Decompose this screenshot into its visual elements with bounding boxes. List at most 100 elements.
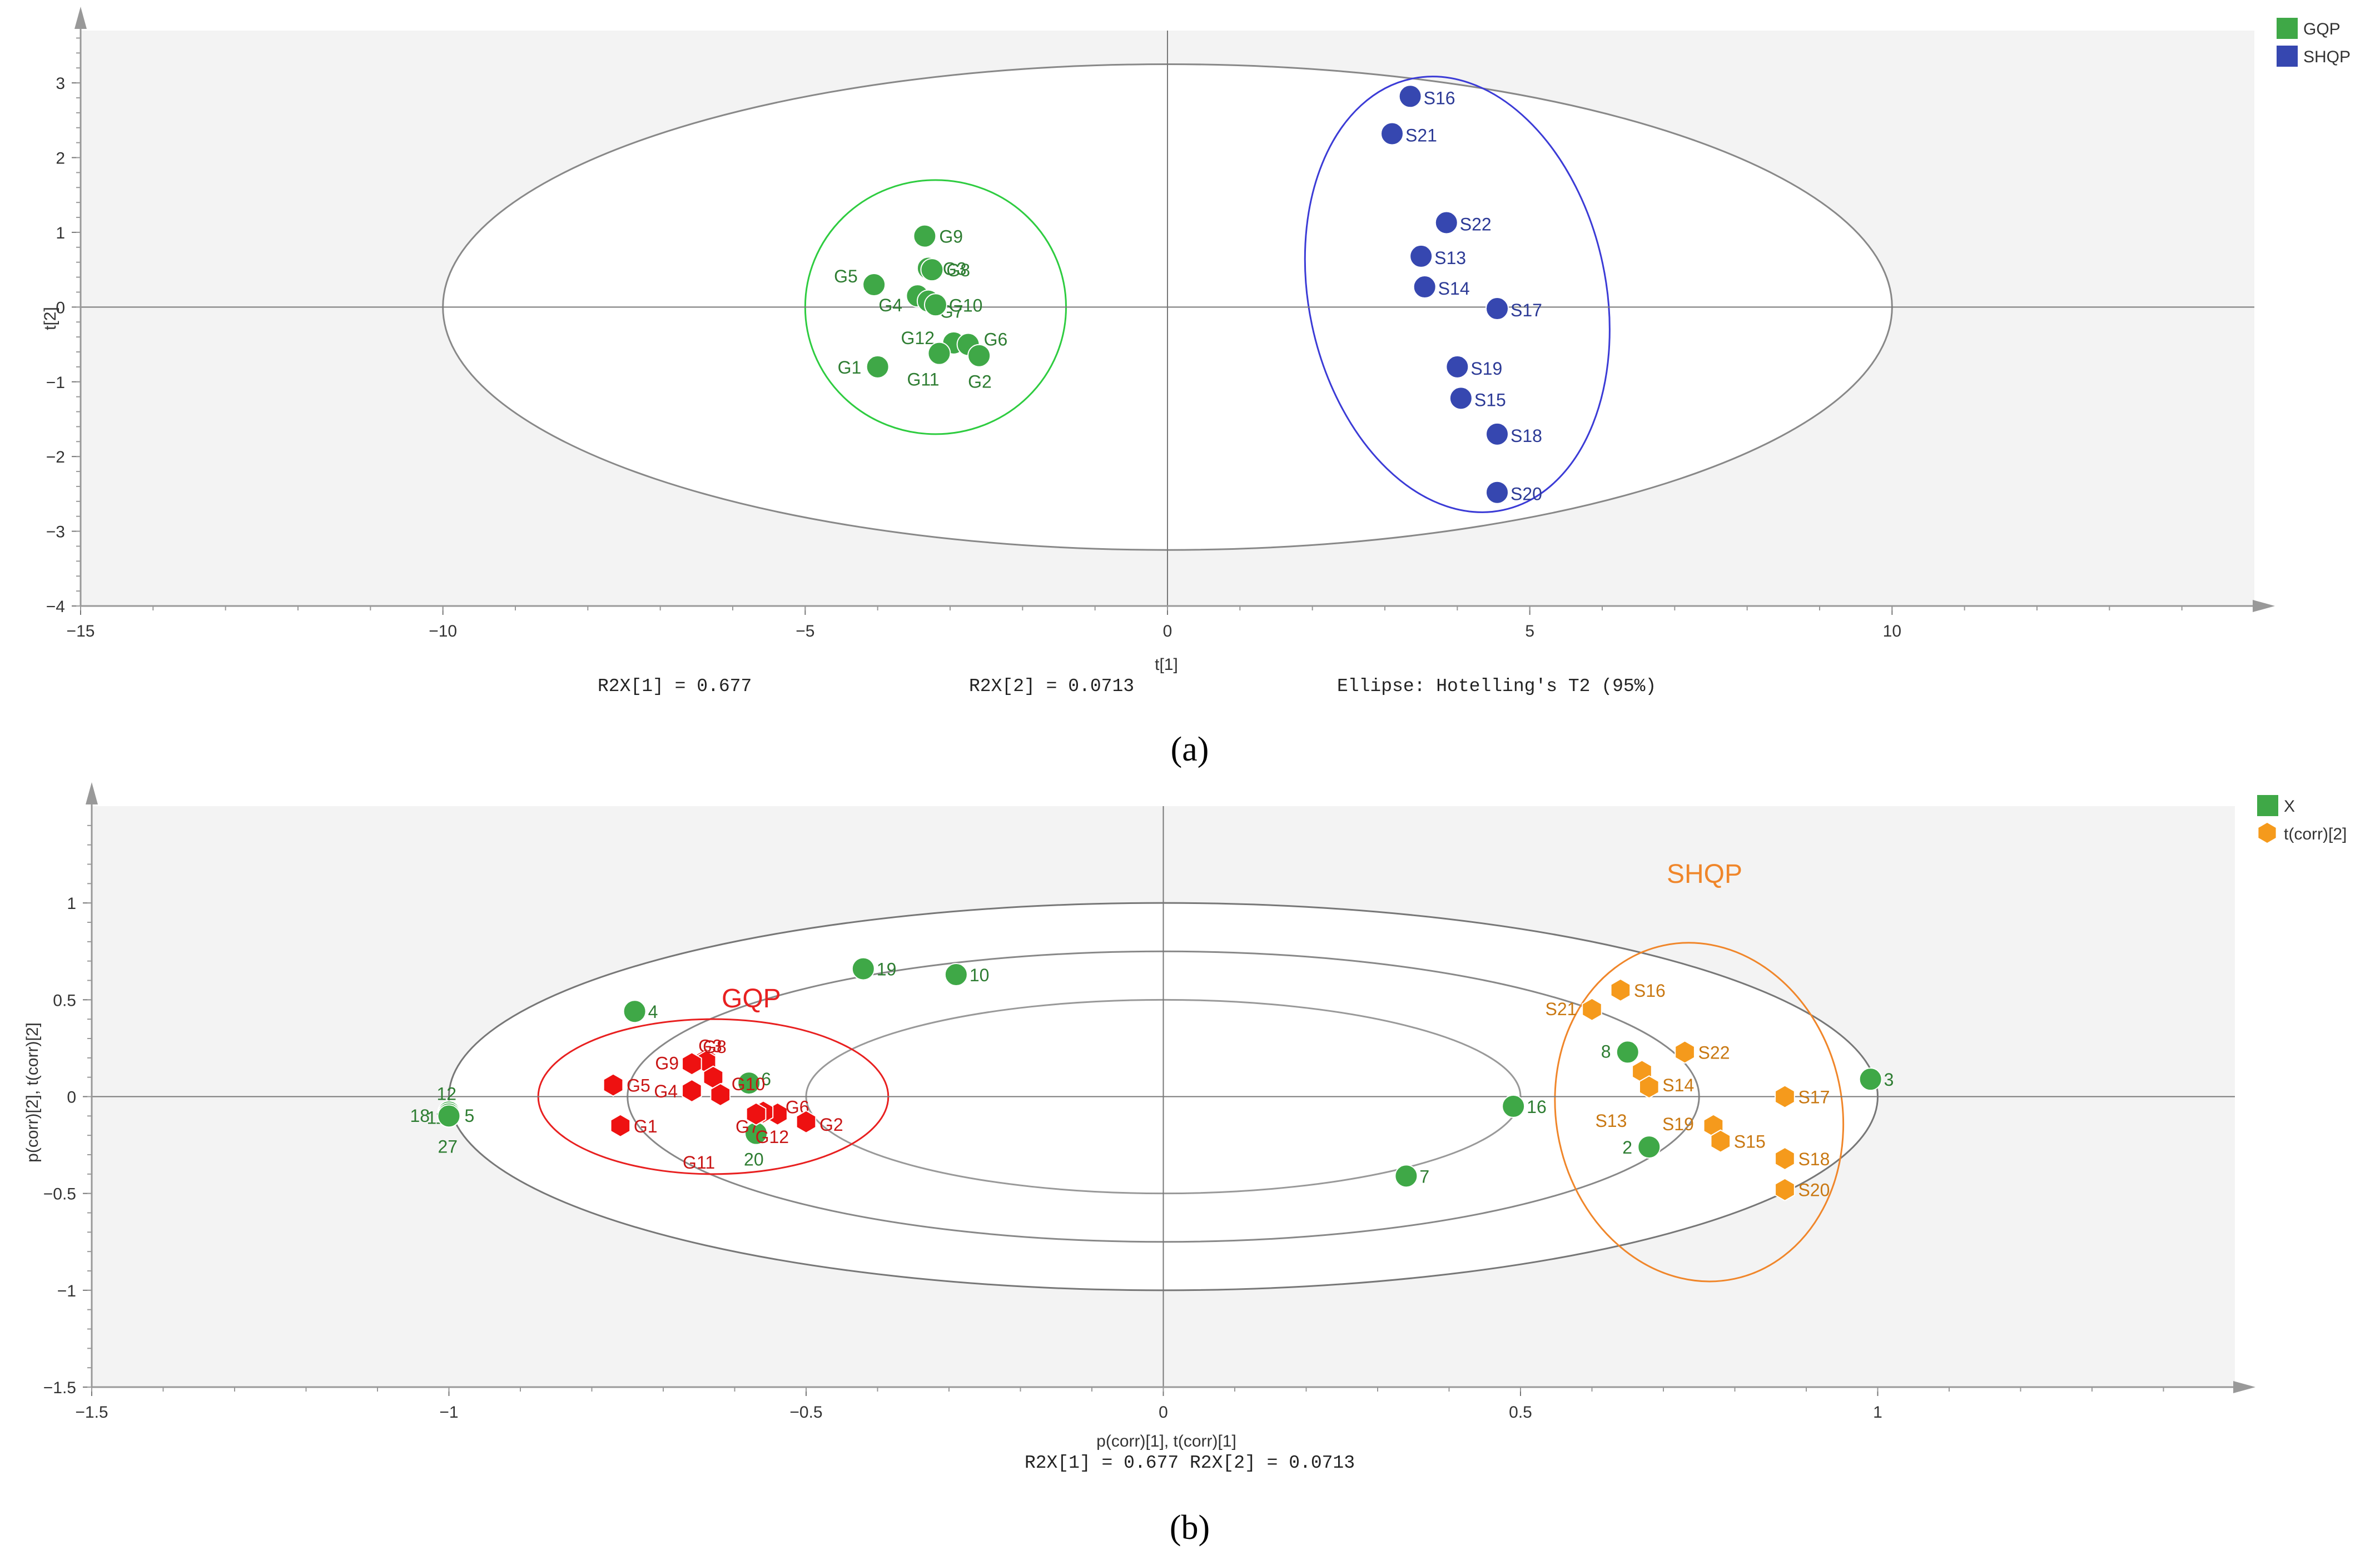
point-label-G12: G12 bbox=[901, 328, 935, 348]
x-tick-label: 0 bbox=[1163, 622, 1172, 640]
data-point-G2 bbox=[796, 1110, 817, 1134]
point-label-12: 12 bbox=[437, 1084, 457, 1104]
x-tick-label: 0 bbox=[1159, 1403, 1168, 1422]
data-point-G4 bbox=[682, 1079, 702, 1103]
point-label-S18: S18 bbox=[1798, 1149, 1830, 1169]
point-label-S19: S19 bbox=[1470, 359, 1502, 379]
point-label-G2: G2 bbox=[819, 1115, 843, 1135]
point-label-S13: S13 bbox=[1595, 1111, 1627, 1131]
legend-marker-SHQP bbox=[2277, 46, 2298, 67]
x-axis-arrow-icon bbox=[2253, 600, 2275, 612]
point-label-G1: G1 bbox=[634, 1116, 658, 1136]
point-label-S21: S21 bbox=[1546, 999, 1577, 1019]
point-label-S20: S20 bbox=[1798, 1180, 1830, 1200]
panel-caption-a: (a) bbox=[1171, 731, 1209, 768]
point-label-S21: S21 bbox=[1405, 125, 1437, 145]
y-tick-label: −4 bbox=[46, 598, 65, 616]
y-axis-title: p(corr)[2], t(corr)[2] bbox=[23, 1022, 42, 1162]
y-tick-label: −2 bbox=[46, 448, 65, 466]
point-label-G6: G6 bbox=[984, 330, 1008, 350]
legend-label-GQP: GQP bbox=[2303, 20, 2341, 38]
point-label-G2: G2 bbox=[968, 372, 992, 392]
point-label-G9: G9 bbox=[655, 1053, 679, 1073]
data-point-S15 bbox=[1449, 386, 1473, 410]
y-axis-arrow-icon bbox=[86, 782, 98, 804]
data-point-S16 bbox=[1398, 85, 1422, 108]
legend-label-X: X bbox=[2284, 797, 2295, 816]
x-tick-label: 10 bbox=[1883, 622, 1901, 640]
ellipse-shqp-group bbox=[1554, 942, 1845, 1283]
data-point-G9 bbox=[913, 224, 937, 248]
data-point-S21 bbox=[1380, 122, 1404, 146]
point-label-G4: G4 bbox=[878, 295, 902, 315]
legend-marker-t(corr)[2] bbox=[2258, 823, 2276, 843]
y-tick-label: 0 bbox=[56, 299, 65, 317]
x-tick-label: −0.5 bbox=[789, 1403, 822, 1422]
data-point-S17 bbox=[1485, 297, 1509, 321]
point-label-G3: G3 bbox=[943, 259, 967, 279]
footer-ellipse: Ellipse: Hotelling's T2 (95%) bbox=[1337, 676, 1656, 697]
point-label-16: 16 bbox=[1527, 1097, 1547, 1117]
data-point-G11 bbox=[927, 341, 951, 365]
point-label-G8: G8 bbox=[946, 260, 970, 280]
y-tick-label: −1 bbox=[57, 1282, 76, 1300]
data-point-G10 bbox=[923, 293, 947, 317]
data-point-G8 bbox=[920, 258, 944, 282]
point-label-S22: S22 bbox=[1460, 214, 1492, 234]
x-tick-label: −10 bbox=[429, 622, 457, 640]
data-point-G1 bbox=[610, 1114, 631, 1137]
y-tick-label: −1 bbox=[46, 374, 65, 392]
data-point-G9 bbox=[682, 1052, 702, 1076]
data-point-G10 bbox=[710, 1082, 731, 1107]
x-tick-label: −5 bbox=[796, 622, 814, 640]
data-point-4 bbox=[623, 1000, 647, 1024]
data-point-S22 bbox=[1434, 211, 1458, 235]
data-point-G1 bbox=[866, 355, 890, 379]
point-label-S22: S22 bbox=[1698, 1042, 1730, 1062]
y-tick-label: −0.5 bbox=[43, 1185, 76, 1204]
point-label-10: 10 bbox=[970, 965, 990, 985]
point-label-S14: S14 bbox=[1662, 1075, 1694, 1095]
point-label-5: 5 bbox=[465, 1106, 475, 1126]
point-label-S16: S16 bbox=[1424, 88, 1455, 108]
data-point-S17 bbox=[1775, 1085, 1795, 1109]
data-point-16 bbox=[1502, 1094, 1526, 1118]
x-tick-label: 5 bbox=[1525, 622, 1534, 640]
point-label-G10: G10 bbox=[949, 295, 982, 315]
point-label-S17: S17 bbox=[1798, 1087, 1830, 1107]
x-tick-label: 0.5 bbox=[1509, 1403, 1532, 1422]
footer-r2x: R2X[1] = 0.677 R2X[2] = 0.0713 bbox=[1025, 1453, 1355, 1473]
point-label-S20: S20 bbox=[1511, 484, 1542, 504]
legend-marker-GQP bbox=[2277, 18, 2298, 39]
y-tick-label: 0 bbox=[67, 1089, 76, 1107]
data-point-3 bbox=[1859, 1067, 1882, 1091]
point-label-3: 3 bbox=[1884, 1070, 1894, 1090]
ellipse-shqp-group bbox=[1304, 76, 1611, 513]
data-point-G5 bbox=[603, 1073, 624, 1097]
point-label-4: 4 bbox=[648, 1002, 658, 1022]
footer-r2x1: R2X[1] = 0.677 bbox=[598, 676, 752, 697]
y-tick-label: −3 bbox=[46, 523, 65, 541]
point-label-S13: S13 bbox=[1434, 248, 1466, 268]
x-tick-label: −15 bbox=[67, 622, 95, 640]
point-label-G8: G8 bbox=[703, 1037, 727, 1057]
panel-caption-b: (b) bbox=[1170, 1509, 1210, 1547]
footer-r2x2: R2X[2] = 0.0713 bbox=[969, 676, 1134, 697]
y-tick-label: 1 bbox=[56, 224, 65, 242]
data-point-S19 bbox=[1445, 355, 1469, 379]
data-point-6 bbox=[737, 1071, 761, 1095]
point-label-S17: S17 bbox=[1511, 300, 1542, 320]
point-label-G9: G9 bbox=[939, 227, 963, 247]
y-axis-arrow-icon bbox=[74, 7, 87, 29]
point-label-G11: G11 bbox=[683, 1152, 715, 1173]
point-label-27: 27 bbox=[438, 1136, 458, 1156]
data-point-19 bbox=[851, 957, 875, 981]
y-tick-label: 1 bbox=[67, 895, 76, 913]
data-point-S18 bbox=[1485, 422, 1509, 446]
